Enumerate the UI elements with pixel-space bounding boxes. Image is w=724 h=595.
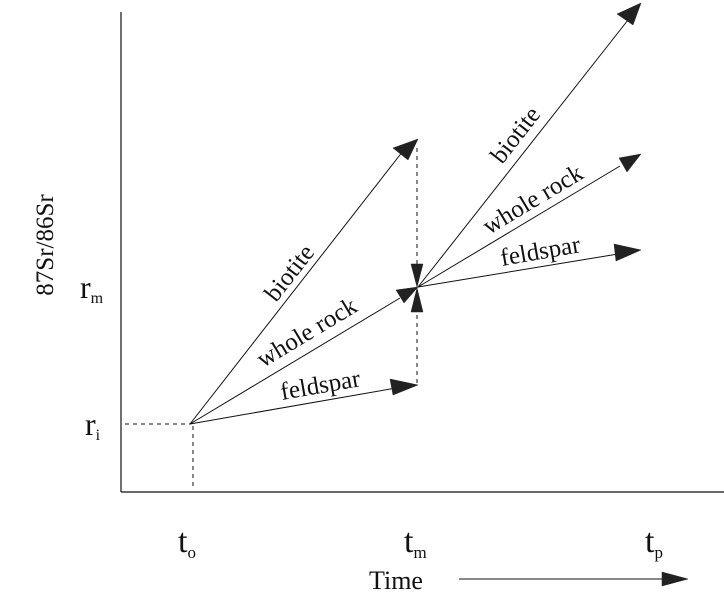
stage1-whole-rock-label: whole rock — [252, 292, 362, 373]
stage1-feldspar-line — [189, 387, 397, 425]
stage2-whole-rock-arrowhead — [618, 153, 642, 173]
tick-label-tp: tp — [645, 523, 663, 562]
y-axis-label: 87Sr/86Sr — [32, 194, 59, 296]
stage1-feldspar-arrowhead — [389, 378, 419, 396]
stage2-biotite-arrowhead — [616, 2, 642, 26]
stage1-biotite-line — [189, 150, 404, 425]
tick-label-tm: tm — [404, 523, 427, 562]
feldspar-reset-arrowhead — [410, 287, 424, 313]
stage2-whole-rock-line — [417, 165, 621, 288]
time-arrow-head — [661, 571, 689, 587]
stage1-whole-rock-line — [189, 297, 401, 425]
x-axis-label: Time — [369, 566, 423, 595]
biotite-reset-arrowhead — [410, 263, 424, 288]
tick-label-to: to — [178, 523, 196, 562]
tick-label-rm: rm — [80, 269, 104, 307]
stage2-feldspar-arrowhead — [613, 243, 642, 262]
stage2-whole-rock-label: whole rock — [478, 159, 588, 240]
stage1-feldspar-label: feldspar — [278, 365, 363, 406]
tick-label-ri: ri — [85, 406, 101, 444]
stage2-biotite-line — [417, 19, 629, 288]
stage1-biotite-arrowhead — [392, 138, 419, 161]
stage2-feldspar-line — [417, 253, 619, 288]
stage1-whole-rock-arrowhead — [395, 286, 419, 304]
stage2-feldspar-label: feldspar — [498, 231, 583, 272]
